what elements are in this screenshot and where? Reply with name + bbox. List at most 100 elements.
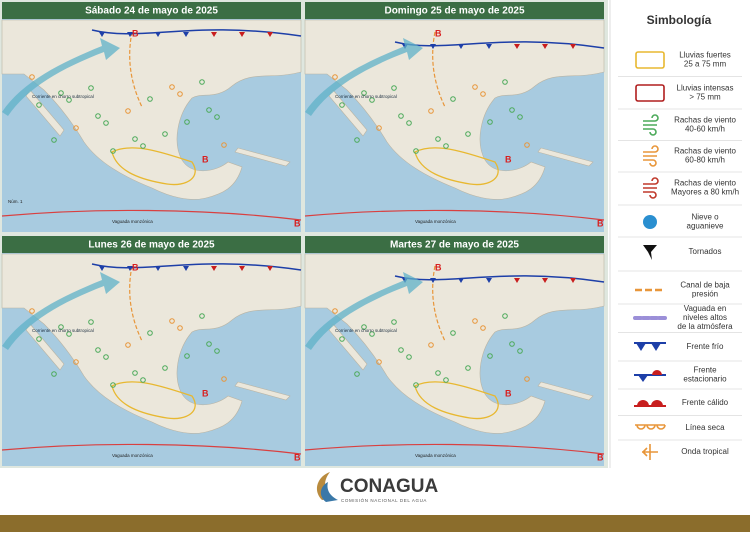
legend-label: Frente cálido bbox=[682, 398, 729, 407]
legend-label-line: Rachas de viento bbox=[674, 147, 736, 156]
legend-icon bbox=[643, 177, 659, 199]
wind-gust-symbol bbox=[391, 319, 397, 325]
wind-gust-symbol bbox=[435, 370, 441, 376]
front bbox=[91, 29, 302, 37]
legend-icon bbox=[634, 342, 666, 351]
panel-title-bar bbox=[305, 2, 604, 19]
wind-gust-symbol bbox=[524, 142, 530, 148]
rain-area bbox=[414, 381, 499, 420]
wind-gust-symbol bbox=[354, 137, 360, 143]
map-label: B bbox=[294, 452, 301, 462]
trough bbox=[432, 31, 446, 108]
logo-text: CONAGUA bbox=[340, 476, 438, 497]
wind-gust-symbol bbox=[214, 348, 220, 354]
wind-gust-symbol bbox=[147, 330, 153, 336]
cuba bbox=[234, 381, 291, 401]
jet-stream bbox=[305, 38, 423, 116]
wind-gust-symbol bbox=[391, 85, 397, 91]
front-symbol bbox=[430, 278, 436, 283]
map-label: B bbox=[597, 218, 604, 228]
map-label: B bbox=[202, 388, 209, 398]
front-symbol bbox=[570, 44, 576, 49]
wind-gust-symbol bbox=[428, 108, 434, 114]
wind-gust-symbol bbox=[398, 347, 404, 353]
map-label: Corriente en chorro subtropical bbox=[335, 94, 397, 99]
wind-gust-symbol bbox=[66, 97, 72, 103]
wind-gust-symbol bbox=[361, 90, 367, 96]
logo-icon bbox=[316, 472, 338, 502]
front-symbol bbox=[211, 266, 217, 271]
map-label: B bbox=[435, 262, 442, 272]
front-symbol bbox=[183, 32, 189, 37]
wind-gust-symbol bbox=[517, 114, 523, 120]
wind-gust-symbol bbox=[162, 131, 168, 137]
legend-label-line: Frente cálido bbox=[682, 398, 729, 407]
map-panel: Sábado 24 de mayo de 2025 Corriente en ch… bbox=[1, 2, 302, 232]
wind-gust-symbol bbox=[517, 348, 523, 354]
icon bbox=[641, 444, 658, 460]
trough bbox=[129, 265, 143, 342]
legend-icon bbox=[635, 84, 665, 102]
icon bbox=[643, 245, 657, 260]
icon bbox=[643, 114, 659, 136]
cuba bbox=[537, 381, 594, 401]
cuba bbox=[234, 147, 291, 167]
legend-label-line: estacionario bbox=[683, 375, 727, 384]
front-symbol bbox=[127, 266, 133, 271]
land bbox=[304, 19, 605, 200]
front-symbol bbox=[542, 278, 548, 283]
icon bbox=[635, 51, 665, 69]
legend-label-line: Onda tropical bbox=[681, 447, 729, 456]
wind-gust-symbol bbox=[472, 84, 478, 90]
wind-gust-symbol bbox=[406, 120, 412, 126]
jet-stream bbox=[305, 272, 423, 350]
legend-icon bbox=[635, 51, 665, 69]
legend-label-line: Rachas de viento bbox=[674, 116, 736, 125]
legend-label: Línea seca bbox=[685, 423, 725, 432]
front-symbol bbox=[239, 32, 245, 37]
wind-gust-symbol bbox=[406, 354, 412, 360]
map-label: Vaguada monzónica bbox=[415, 453, 456, 458]
wind-gust-symbol bbox=[110, 382, 116, 388]
legend-label: Tornados bbox=[689, 247, 722, 256]
wind-gust-symbol bbox=[487, 353, 493, 359]
wind-gust-symbol bbox=[95, 347, 101, 353]
wind-gust-symbol bbox=[162, 365, 168, 371]
monsoon-trough bbox=[304, 209, 605, 221]
wind-gust-symbol bbox=[369, 97, 375, 103]
wind-gust-symbol bbox=[480, 91, 486, 97]
jet-stream bbox=[2, 38, 120, 116]
cuba bbox=[537, 147, 594, 167]
legend-icon bbox=[634, 370, 666, 382]
wind-gust-symbol bbox=[147, 96, 153, 102]
map-label: B bbox=[202, 154, 209, 164]
front-symbol bbox=[570, 278, 576, 283]
front-symbol bbox=[183, 266, 189, 271]
legend-label: Rachas de viento Mayores a 80 km/h bbox=[671, 179, 739, 197]
legend-label-line: Lluvias fuertes bbox=[679, 51, 731, 60]
monsoon-trough bbox=[1, 209, 302, 221]
legend-icon bbox=[643, 145, 659, 167]
map-label: Vaguada monzónica bbox=[112, 453, 153, 458]
wind-gust-symbol bbox=[450, 330, 456, 336]
wind-gust-symbol bbox=[509, 341, 515, 347]
wind-gust-symbol bbox=[88, 85, 94, 91]
front-symbol bbox=[542, 44, 548, 49]
wind-gust-symbol bbox=[199, 79, 205, 85]
map-panel: Domingo 25 de mayo de 2025 Corriente en c… bbox=[304, 2, 605, 232]
wind-gust-symbol bbox=[524, 376, 530, 382]
front-symbol bbox=[155, 32, 161, 37]
front-symbol bbox=[239, 266, 245, 271]
wind-gust-symbol bbox=[221, 376, 227, 382]
wind-gust-symbol bbox=[428, 342, 434, 348]
wind-gust-symbol bbox=[169, 318, 175, 324]
wind-gust-symbol bbox=[125, 342, 131, 348]
wind-gust-symbol bbox=[103, 120, 109, 126]
wind-gust-symbol bbox=[140, 377, 146, 383]
wind-gust-symbol bbox=[376, 359, 382, 365]
monsoon-trough bbox=[304, 443, 605, 455]
wind-gust-symbol bbox=[450, 96, 456, 102]
map-panel: Martes 27 de mayo de 2025 Corriente en ch… bbox=[304, 236, 605, 466]
legend-label-line: Frente frío bbox=[687, 342, 724, 351]
legend-icon bbox=[635, 424, 666, 430]
